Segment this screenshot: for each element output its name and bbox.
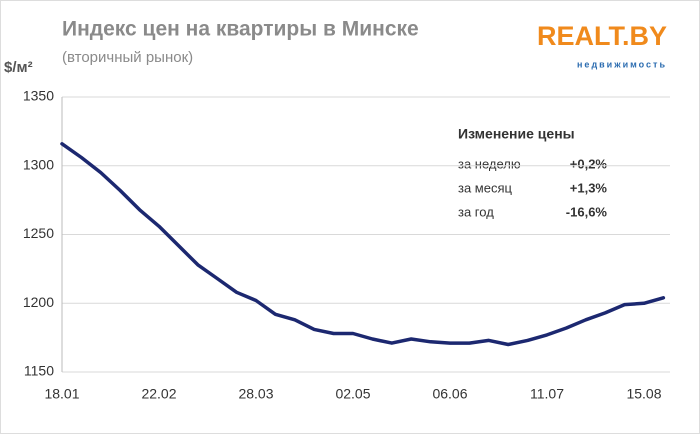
- x-tick-label: 11.07: [530, 386, 564, 402]
- x-tick-label: 22.02: [141, 386, 176, 402]
- x-tick-label: 18.01: [44, 386, 79, 402]
- x-tick-label: 06.06: [432, 386, 467, 402]
- annotation-title: Изменение цены: [458, 126, 575, 142]
- x-tick-label: 02.05: [335, 386, 370, 402]
- y-tick-label: 1200: [23, 294, 54, 310]
- annotation-label: за месяц: [458, 180, 513, 195]
- y-tick-label: 1350: [23, 88, 54, 104]
- logo-subtitle: недвижимость: [577, 59, 667, 69]
- annotation-label: за год: [458, 204, 494, 219]
- annotation-value: -16,6%: [566, 204, 608, 219]
- annotation-value: +1,3%: [570, 180, 608, 195]
- line-series: [60, 142, 666, 347]
- chart-title: Индекс цен на квартиры в Минске: [62, 18, 419, 41]
- annotation-value: +0,2%: [570, 156, 608, 171]
- y-tick-label: 1300: [23, 156, 54, 172]
- y-tick-label: 1150: [24, 363, 54, 379]
- y-tick-label: 1250: [23, 225, 54, 241]
- logo: REALT.BY: [537, 21, 667, 51]
- y-axis-label: $/м²: [4, 59, 33, 76]
- x-tick-label: 28.03: [238, 386, 273, 402]
- annotation-label: за неделю: [458, 156, 521, 171]
- chart-subtitle: (вторичный рынок): [62, 49, 193, 66]
- x-tick-label: 15.08: [626, 386, 661, 402]
- annotation: за неделю +0,2% за месяц +1,3% за год -16,6%: [458, 156, 607, 219]
